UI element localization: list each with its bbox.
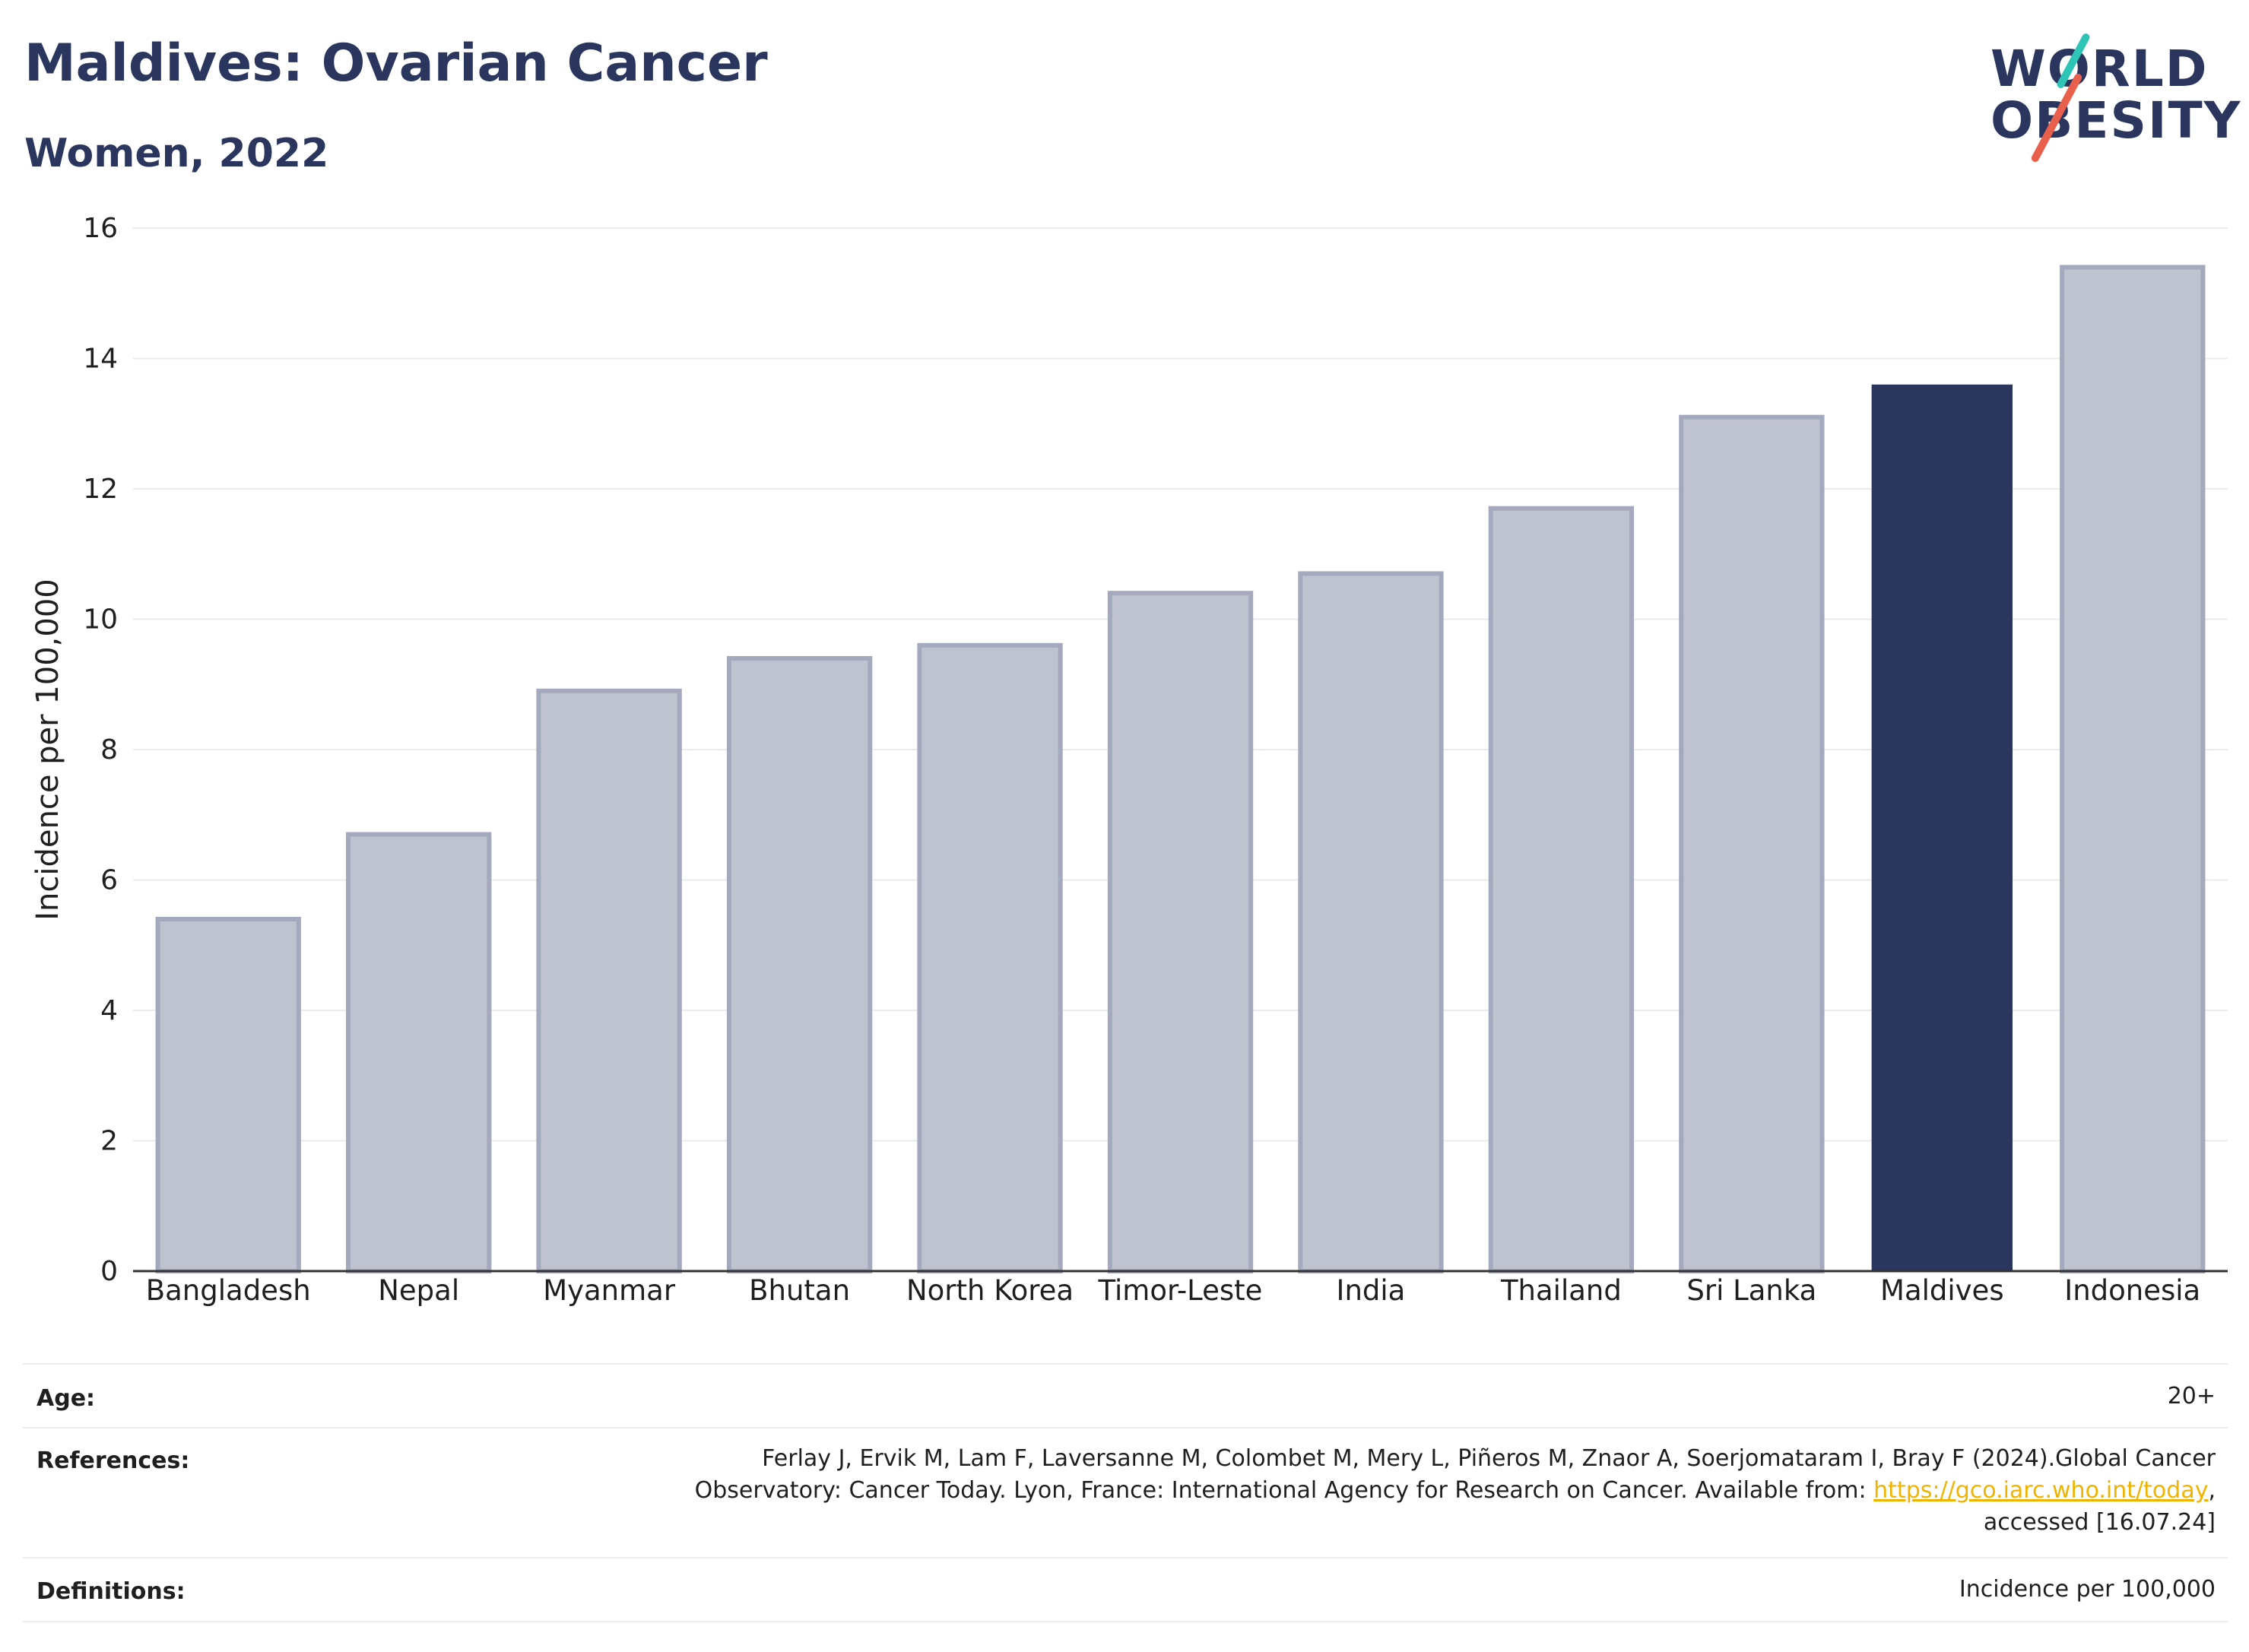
definitions-value: Incidence per 100,000 — [1959, 1576, 2216, 1603]
definitions-label: Definitions: — [36, 1578, 186, 1605]
bar-india — [1298, 571, 1444, 1273]
x-tick-label: Maldives — [1880, 1274, 2004, 1307]
x-tick-label: Myanmar — [543, 1274, 676, 1307]
bar-bangladesh — [155, 916, 301, 1273]
x-tick-label: Indonesia — [2064, 1274, 2200, 1307]
bar-timor-leste — [1107, 591, 1254, 1273]
x-tick-label: Sri Lanka — [1686, 1274, 1816, 1307]
x-tick-label: Bangladesh — [146, 1274, 311, 1307]
y-tick-labels: 0 2 4 6 8 10 12 14 16 — [83, 213, 118, 1287]
x-tick-label: Nepal — [378, 1274, 459, 1307]
references-line-3: accessed [16.07.24] — [1983, 1509, 2216, 1536]
world-obesity-logo: WORLD OBESITY — [1977, 23, 2240, 163]
references-label: References: — [36, 1447, 190, 1474]
logo-line-2: OBESITY — [1990, 91, 2242, 150]
y-axis-label: Incidence per 100,000 — [30, 579, 65, 921]
y-tick-label: 10 — [83, 604, 118, 636]
age-label: Age: — [36, 1385, 96, 1412]
y-tick-label: 12 — [83, 474, 118, 505]
references-line-1: Ferlay J, Ervik M, Lam F, Laversanne M, … — [762, 1445, 2216, 1472]
references-line-2-end: , — [2208, 1477, 2216, 1504]
chart-subtitle: Women, 2022 — [24, 131, 329, 176]
x-tick-label: Timor-Leste — [1098, 1274, 1263, 1307]
references-link[interactable]: https://gco.iarc.who.int/today — [1873, 1477, 2209, 1504]
y-tick-label: 4 — [100, 995, 118, 1026]
references-text: Ferlay J, Ervik M, Lam F, Laversanne M, … — [695, 1443, 2216, 1539]
y-tick-label: 14 — [83, 344, 118, 375]
bar-myanmar — [536, 688, 682, 1273]
meta-divider — [23, 1427, 2228, 1428]
bar-sri-lanka — [1679, 414, 1825, 1273]
bar-chart: 0 2 4 6 8 10 12 14 16 Bangladesh Nepal Myanmar Bhut… — [30, 213, 2228, 1307]
references-line-2: Observatory: Cancer Today. Lyon, France:… — [695, 1475, 2216, 1507]
bar-bhutan — [726, 655, 873, 1273]
chart-title: Maldives: Ovarian Cancer — [24, 33, 768, 94]
y-tick-label: 2 — [100, 1126, 118, 1157]
y-tick-label: 16 — [83, 213, 118, 244]
references-line-2-text: Observatory: Cancer Today. Lyon, France:… — [694, 1477, 1874, 1504]
y-tick-label: 6 — [100, 865, 118, 896]
bar-north-korea — [917, 642, 1063, 1273]
bar-thailand — [1488, 506, 1635, 1273]
bar-indonesia — [2060, 265, 2206, 1274]
bars — [155, 265, 2206, 1274]
y-tick-label: 0 — [100, 1256, 118, 1287]
x-tick-label: Thailand — [1500, 1274, 1622, 1307]
bar-nepal — [346, 832, 492, 1273]
meta-divider — [23, 1621, 2228, 1622]
y-tick-label: 8 — [100, 734, 118, 766]
age-value: 20+ — [2167, 1383, 2216, 1409]
x-tick-label: Bhutan — [749, 1274, 850, 1307]
x-tick-label: India — [1337, 1274, 1406, 1307]
logo-line-1: WORLD — [1990, 40, 2209, 98]
meta-divider — [23, 1557, 2228, 1558]
meta-divider — [23, 1363, 2228, 1365]
bar-maldives — [1871, 384, 2013, 1271]
x-tick-labels: Bangladesh Nepal Myanmar Bhutan North Korea T… — [146, 1274, 2200, 1307]
x-tick-label: North Korea — [906, 1274, 1074, 1307]
